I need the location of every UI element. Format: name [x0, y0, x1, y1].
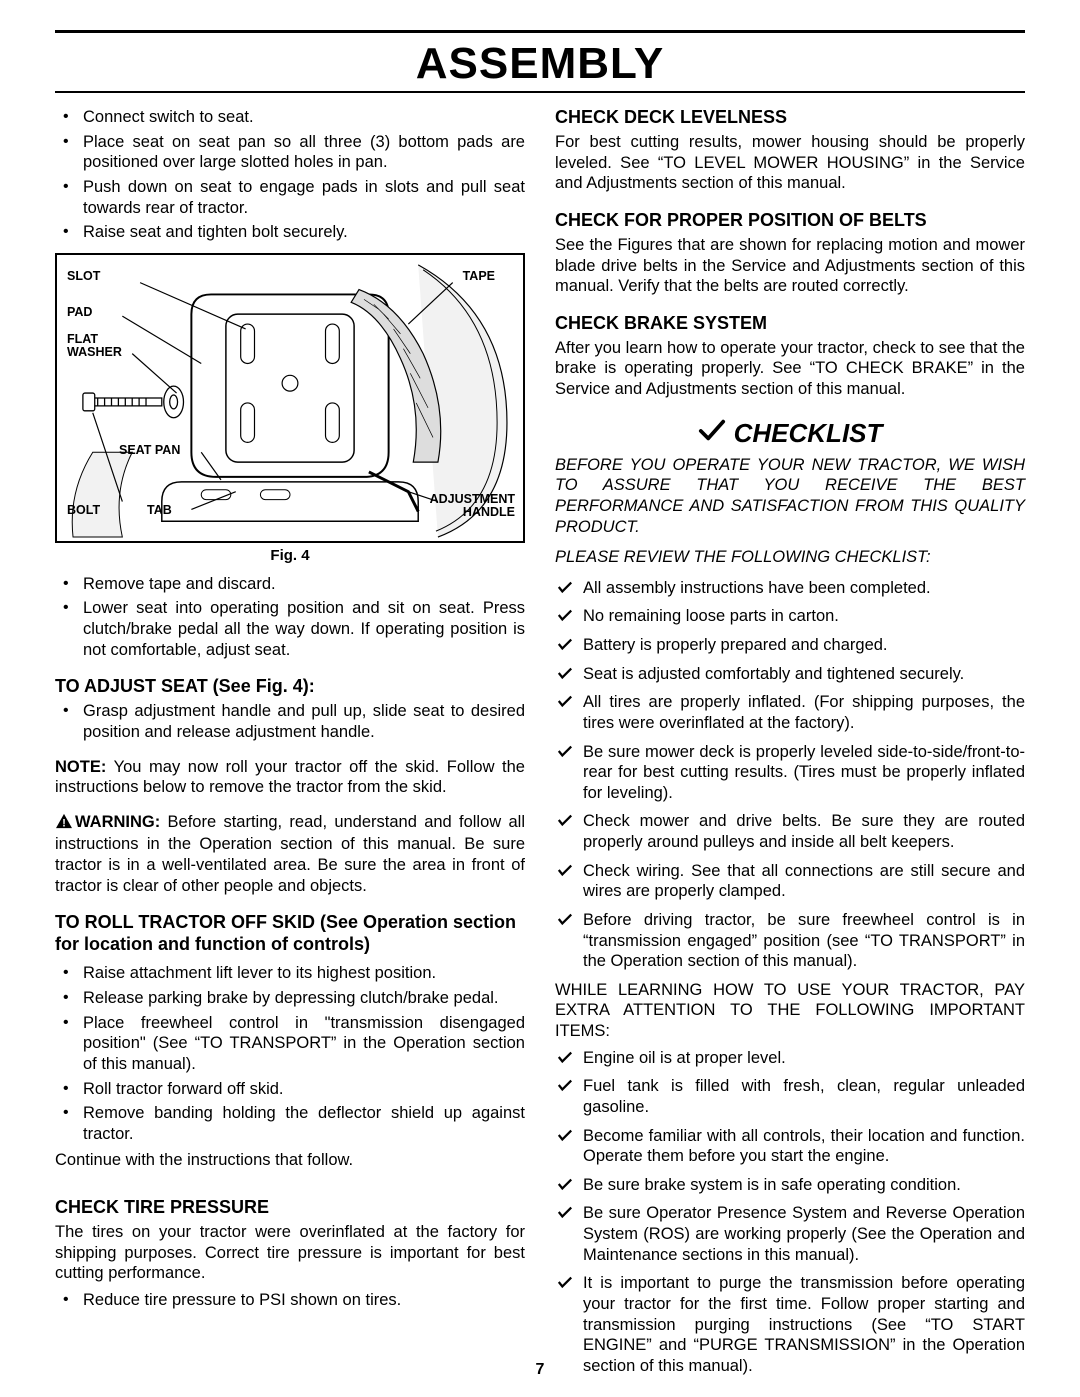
- roll-tractor-heading: TO ROLL TRACTOR OFF SKID (See Operation …: [55, 912, 525, 955]
- check-item: Be sure Operator Presence System and Rev…: [583, 1203, 1025, 1265]
- check-icon: [557, 636, 573, 657]
- check-icon: [557, 579, 573, 600]
- check-icon: [557, 1274, 573, 1295]
- check-icon: [557, 812, 573, 833]
- list-item: Place seat on seat pan so all three (3) …: [83, 132, 525, 173]
- check-icon: [557, 607, 573, 628]
- tire-pressure-heading: CHECK TIRE PRESSURE: [55, 1197, 525, 1218]
- brake-body: After you learn how to operate your trac…: [555, 338, 1025, 400]
- list-item: Remove banding holding the deflector shi…: [83, 1103, 525, 1144]
- post-figure-list: Remove tape and discard. Lower seat into…: [55, 574, 525, 661]
- continue-text: Continue with the instructions that foll…: [55, 1150, 525, 1171]
- checklist-intro-2: PLEASE REVIEW THE FOLLOWING CHECKLIST:: [555, 547, 1025, 568]
- check-item: Engine oil is at proper level.: [583, 1048, 1025, 1069]
- figure-caption: Fig. 4: [55, 547, 525, 564]
- check-icon: [557, 665, 573, 686]
- check-item: All assembly instructions have been comp…: [583, 578, 1025, 599]
- check-icon: [557, 1127, 573, 1148]
- label-seat-pan: SEAT PAN: [119, 443, 180, 457]
- belts-heading: CHECK FOR PROPER POSITION OF BELTS: [555, 210, 1025, 231]
- label-tab: TAB: [147, 503, 172, 517]
- belts-body: See the Figures that are shown for repla…: [555, 235, 1025, 297]
- list-item: Connect switch to seat.: [83, 107, 525, 128]
- list-item: Roll tractor forward off skid.: [83, 1079, 525, 1100]
- tire-pressure-list: Reduce tire pressure to PSI shown on tir…: [55, 1290, 525, 1311]
- tire-pressure-body: The tires on your tractor were overinfla…: [55, 1222, 525, 1284]
- check-item: No remaining loose parts in carton.: [583, 606, 1025, 627]
- top-rule: [55, 30, 1025, 33]
- right-column: CHECK DECK LEVELNESS For best cutting re…: [555, 107, 1025, 1384]
- label-adjustment-handle: ADJUSTMENTHANDLE: [430, 493, 515, 519]
- check-item: Before driving tractor, be sure freewhee…: [583, 910, 1025, 972]
- label-bolt: BOLT: [67, 503, 100, 517]
- list-item: Raise attachment lift lever to its highe…: [83, 963, 525, 984]
- checklist-intro-1: BEFORE YOU OPERATE YOUR NEW TRACTOR, WE …: [555, 455, 1025, 538]
- label-tape: TAPE: [463, 269, 495, 283]
- list-item: Grasp adjustment handle and pull up, sli…: [83, 701, 525, 742]
- adjust-seat-list: Grasp adjustment handle and pull up, sli…: [55, 701, 525, 742]
- checklist-1: All assembly instructions have been comp…: [555, 578, 1025, 972]
- page-number: 7: [0, 1361, 1080, 1379]
- check-icon: [557, 1049, 573, 1070]
- check-icon: [557, 693, 573, 714]
- roll-tractor-list: Raise attachment lift lever to its highe…: [55, 963, 525, 1144]
- title-underline: [55, 91, 1025, 93]
- note-paragraph: NOTE: You may now roll your tractor off …: [55, 757, 525, 798]
- svg-text:!: !: [62, 817, 66, 829]
- check-item: Check mower and drive belts. Be sure the…: [583, 811, 1025, 852]
- list-item: Lower seat into operating position and s…: [83, 598, 525, 660]
- warning-icon: !: [55, 813, 73, 835]
- figure-4: SLOT TAPE PAD FLATWASHER SEAT PAN BOLT T…: [55, 253, 525, 543]
- checklist-title-text: CHECKLIST: [734, 418, 883, 449]
- label-pad: PAD: [67, 305, 92, 319]
- checklist-heading: CHECKLIST: [555, 418, 1025, 449]
- deck-levelness-heading: CHECK DECK LEVELNESS: [555, 107, 1025, 128]
- brake-heading: CHECK BRAKE SYSTEM: [555, 313, 1025, 334]
- label-slot: SLOT: [67, 269, 100, 283]
- list-item: Raise seat and tighten bolt securely.: [83, 222, 525, 243]
- check-icon: [557, 911, 573, 932]
- check-icon: [557, 862, 573, 883]
- check-icon: [557, 1204, 573, 1225]
- warning-paragraph: ! WARNING: Before starting, read, unders…: [55, 812, 525, 897]
- check-item: Become familiar with all controls, their…: [583, 1126, 1025, 1167]
- check-item: Battery is properly prepared and charged…: [583, 635, 1025, 656]
- left-column: Connect switch to seat. Place seat on se…: [55, 107, 525, 1384]
- content-columns: Connect switch to seat. Place seat on se…: [55, 107, 1025, 1384]
- deck-levelness-body: For best cutting results, mower housing …: [555, 132, 1025, 194]
- seat-install-list: Connect switch to seat. Place seat on se…: [55, 107, 525, 243]
- check-item: Check wiring. See that all connections a…: [583, 861, 1025, 902]
- check-icon: [557, 1077, 573, 1098]
- adjust-seat-heading: TO ADJUST SEAT (See Fig. 4):: [55, 676, 525, 697]
- list-item: Place freewheel control in "transmission…: [83, 1013, 525, 1075]
- check-icon: [557, 743, 573, 764]
- check-item: Seat is adjusted comfortably and tighten…: [583, 664, 1025, 685]
- list-item: Remove tape and discard.: [83, 574, 525, 595]
- list-item: Push down on seat to engage pads in slot…: [83, 177, 525, 218]
- check-item: Be sure brake system is in safe operatin…: [583, 1175, 1025, 1196]
- page-title: ASSEMBLY: [55, 39, 1025, 89]
- list-item: Release parking brake by depressing clut…: [83, 988, 525, 1009]
- check-item: All tires are properly inflated. (For sh…: [583, 692, 1025, 733]
- checklist-2: Engine oil is at proper level. Fuel tank…: [555, 1048, 1025, 1377]
- check-item: Be sure mower deck is properly leveled s…: [583, 742, 1025, 804]
- check-icon: [557, 1176, 573, 1197]
- check-item: Fuel tank is filled with fresh, clean, r…: [583, 1076, 1025, 1117]
- checkmark-icon: [698, 418, 726, 449]
- label-flat-washer: FLATWASHER: [67, 333, 122, 359]
- list-item: Reduce tire pressure to PSI shown on tir…: [83, 1290, 525, 1311]
- checklist-mid-para: WHILE LEARNING HOW TO USE YOUR TRACTOR, …: [555, 980, 1025, 1042]
